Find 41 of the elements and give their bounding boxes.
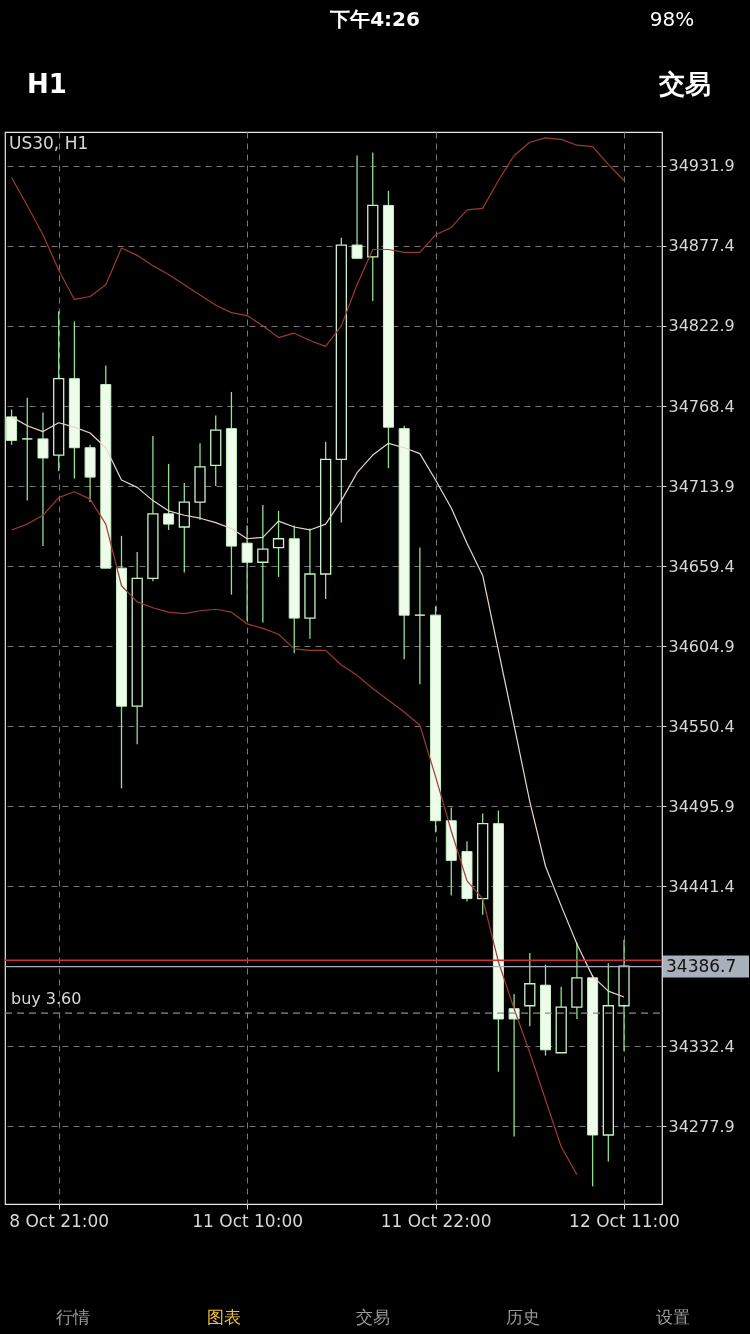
y-tick-label: 34550.4	[668, 716, 735, 736]
candlestick	[414, 546, 426, 685]
candlestick	[257, 504, 269, 624]
text: 行情	[56, 1307, 90, 1327]
text: 98%	[649, 7, 695, 31]
x-tick-label: 11 Oct 22:00	[380, 1210, 492, 1231]
candlestick	[6, 408, 18, 446]
text: 交易	[356, 1307, 390, 1327]
ref-line-label: 34386.7	[666, 955, 737, 976]
candlestick	[351, 154, 363, 259]
text: 图表	[207, 1307, 241, 1327]
text: 历史	[506, 1307, 540, 1327]
y-tick-label: 34495.9	[668, 796, 735, 816]
y-tick-label: 34768.4	[668, 396, 735, 416]
y-tick-label: 34441.4	[668, 876, 735, 896]
y-tick-label: 34659.4	[668, 556, 735, 576]
y-tick-label: 34877.4	[668, 236, 735, 256]
candlestick	[241, 524, 253, 622]
y-tick-label: 34332.4	[668, 1036, 735, 1056]
text: 设置	[656, 1307, 690, 1327]
y-tick-label: 34604.9	[668, 636, 735, 656]
ref-line-label: buy 3.60	[11, 989, 82, 1009]
candlestick	[524, 952, 536, 1027]
text: 交易	[658, 69, 711, 99]
y-tick-label: 34277.9	[668, 1116, 735, 1136]
line-series	[10, 491, 578, 1176]
candlestick	[21, 397, 33, 502]
x-tick-label: 11 Oct 10:00	[192, 1210, 304, 1231]
x-tick-label: 8 Oct 21:00	[9, 1210, 110, 1231]
candlestick	[508, 993, 520, 1138]
text: 下午4:26	[329, 7, 420, 31]
y-tick-label: 34822.9	[668, 316, 735, 336]
candlestick	[163, 463, 175, 531]
y-tick-label: 34713.9	[668, 476, 735, 496]
x-tick-label: 12 Oct 11:00	[569, 1210, 680, 1231]
candlestick	[37, 411, 49, 547]
line-series	[10, 137, 625, 347]
y-tick-label: 34931.9	[668, 156, 735, 176]
candlestick	[272, 510, 285, 578]
text: H1	[27, 69, 67, 99]
chart-title: US30, H1	[9, 133, 89, 153]
